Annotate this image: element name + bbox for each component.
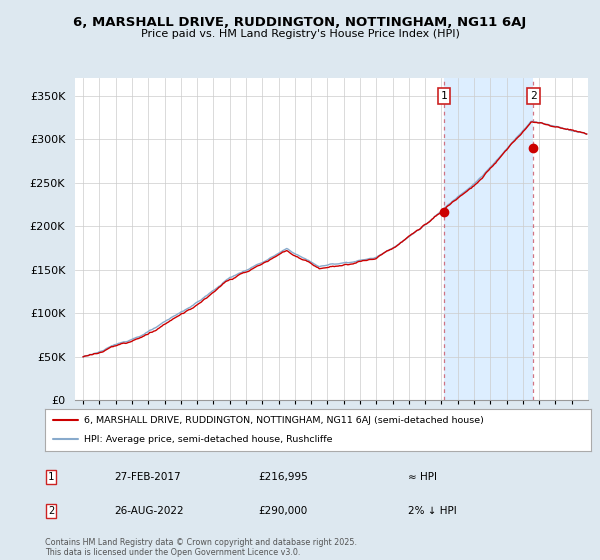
Text: £290,000: £290,000 <box>258 506 307 516</box>
Text: ≈ HPI: ≈ HPI <box>408 472 437 482</box>
Text: 26-AUG-2022: 26-AUG-2022 <box>114 506 184 516</box>
Text: 2% ↓ HPI: 2% ↓ HPI <box>408 506 457 516</box>
Text: 2: 2 <box>48 506 54 516</box>
Text: 1: 1 <box>440 91 448 101</box>
Text: 1: 1 <box>48 472 54 482</box>
Text: Price paid vs. HM Land Registry's House Price Index (HPI): Price paid vs. HM Land Registry's House … <box>140 29 460 39</box>
Text: 6, MARSHALL DRIVE, RUDDINGTON, NOTTINGHAM, NG11 6AJ: 6, MARSHALL DRIVE, RUDDINGTON, NOTTINGHA… <box>73 16 527 29</box>
Text: 6, MARSHALL DRIVE, RUDDINGTON, NOTTINGHAM, NG11 6AJ (semi-detached house): 6, MARSHALL DRIVE, RUDDINGTON, NOTTINGHA… <box>85 416 484 424</box>
Text: HPI: Average price, semi-detached house, Rushcliffe: HPI: Average price, semi-detached house,… <box>85 435 333 444</box>
Text: Contains HM Land Registry data © Crown copyright and database right 2025.
This d: Contains HM Land Registry data © Crown c… <box>45 538 357 557</box>
Text: 2: 2 <box>530 91 537 101</box>
Bar <box>444 78 533 400</box>
Text: 27-FEB-2017: 27-FEB-2017 <box>114 472 181 482</box>
Text: £216,995: £216,995 <box>258 472 308 482</box>
